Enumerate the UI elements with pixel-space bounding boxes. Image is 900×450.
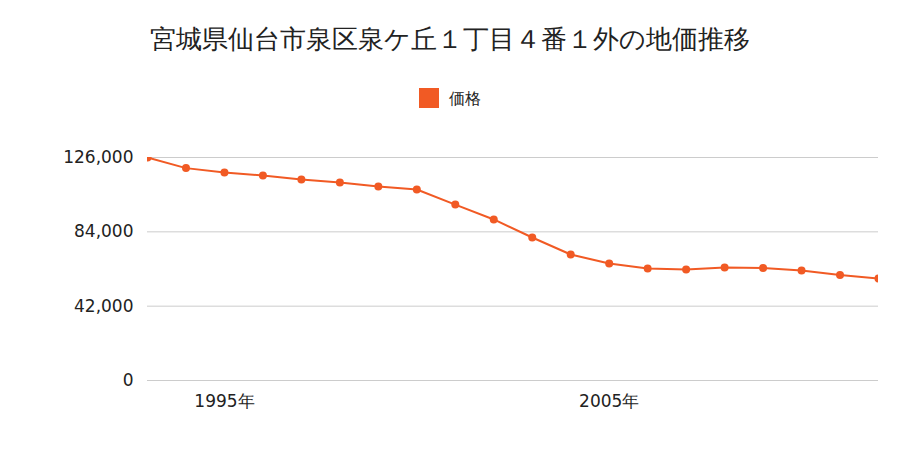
svg-text:84,000: 84,000	[74, 221, 133, 241]
html-text:価格: 価格	[449, 89, 481, 108]
svg-text:126,000: 126,000	[63, 147, 133, 167]
svg-text:2005年: 2005年	[579, 391, 639, 411]
svg-text:42,000: 42,000	[74, 296, 133, 316]
svg-text:0: 0	[123, 370, 134, 390]
html-text:宮城県仙台市泉区泉ケ丘１丁目４番１外の地価推移: 宮城県仙台市泉区泉ケ丘１丁目４番１外の地価推移	[150, 24, 750, 54]
svg-text:1995年: 1995年	[194, 391, 254, 411]
